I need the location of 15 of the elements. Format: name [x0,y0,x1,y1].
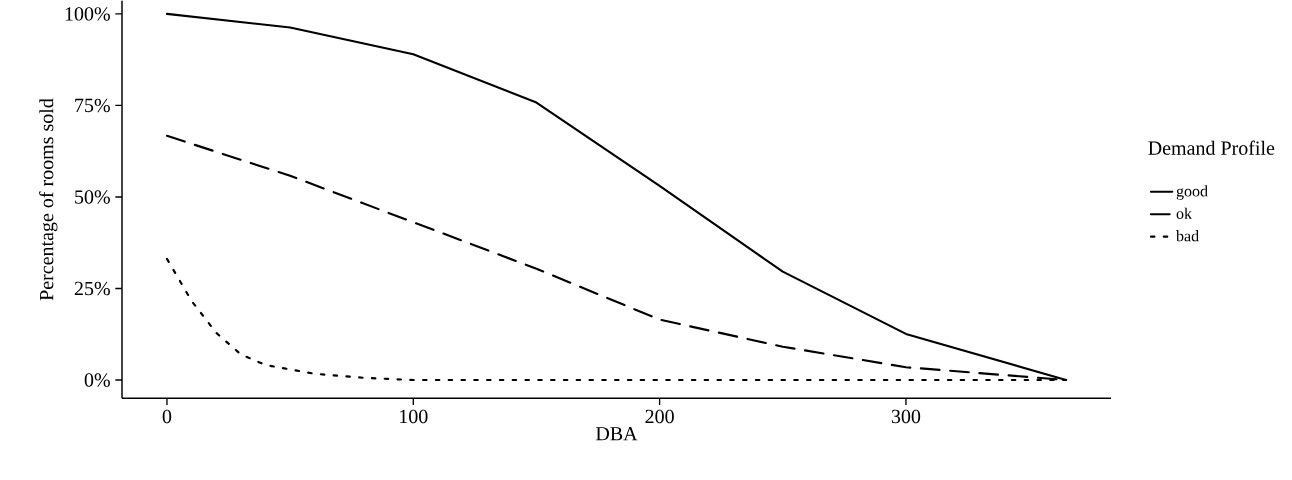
y-tick-label: 75% [75,98,110,113]
x-tick-label: 300 [891,409,921,424]
x-axis-title: DBA [595,427,638,441]
x-tick-label: 200 [645,409,674,424]
y-tick-label: 0% [84,373,110,387]
x-tick-label: 100 [400,409,428,424]
x-tick-label: 0 [162,409,172,424]
y-tick-label: 100% [65,7,110,21]
legend-label: ok [1176,207,1193,220]
y-axis-title: Percentage of rooms sold [39,98,58,301]
legend-label: good [1176,185,1208,200]
legend-title: Demand Profile [1148,140,1275,155]
y-tick-label: 50% [75,190,110,204]
y-tick-label: 25% [74,281,110,296]
legend-label: bad [1176,230,1199,242]
